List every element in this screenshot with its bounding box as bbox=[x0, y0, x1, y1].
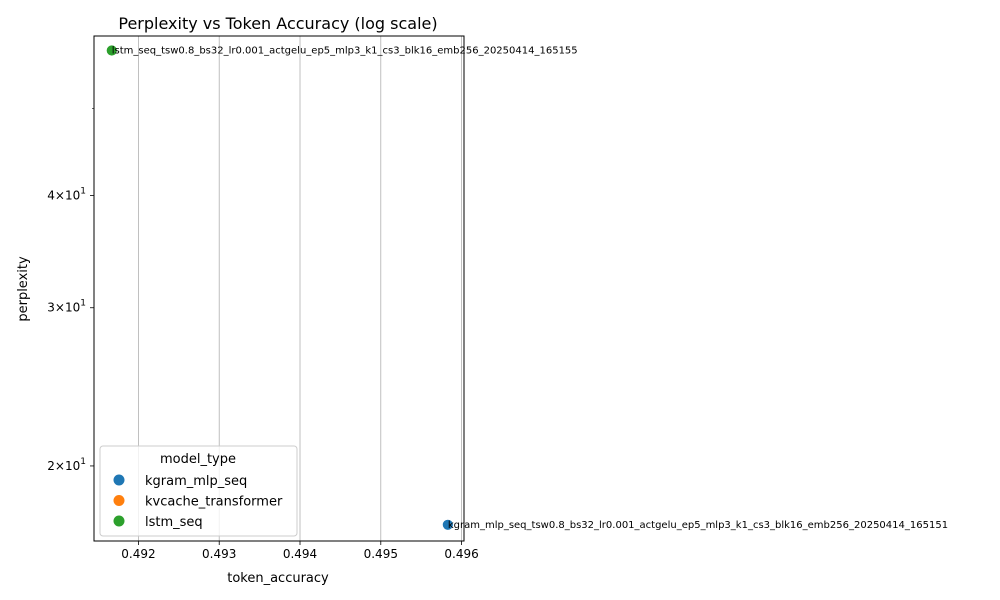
plot-frame bbox=[93, 35, 465, 542]
x-axis-ticks: 0.492 0.493 0.494 0.495 0.496 bbox=[121, 541, 479, 561]
x-tick-label: 0.492 bbox=[121, 547, 155, 561]
legend-entries: kgram_mlp_seq kvcache_transformer lstm_seq bbox=[113, 474, 283, 530]
legend-marker-kgram_mlp_seq bbox=[113, 474, 125, 486]
x-tick-label: 0.493 bbox=[202, 547, 236, 561]
legend-label: kvcache_transformer bbox=[145, 495, 283, 510]
legend-box bbox=[99, 445, 298, 537]
y-tick-label: 2×101 bbox=[47, 457, 86, 473]
data-points bbox=[105, 44, 454, 531]
legend-title: model_type bbox=[160, 452, 236, 467]
y-axis-label: perplexity bbox=[16, 256, 31, 322]
x-tick-label: 0.495 bbox=[364, 547, 398, 561]
data-point-lstm_seq bbox=[105, 44, 118, 57]
y-tick-label: 3×101 bbox=[47, 299, 86, 315]
y-tick-label: 4×101 bbox=[47, 186, 86, 202]
data-point-kgram_mlp_seq bbox=[441, 518, 454, 531]
legend-label: kgram_mlp_seq bbox=[145, 474, 247, 489]
point-annotations: kgram_mlp_seq_tsw0.8_bs32_lr0.001_actgel… bbox=[112, 46, 948, 531]
x-tick-label: 0.496 bbox=[444, 547, 478, 561]
x-axis-label: token_accuracy bbox=[227, 571, 329, 586]
legend-marker-lstm_seq bbox=[113, 515, 125, 527]
x-tick-label: 0.494 bbox=[283, 547, 317, 561]
legend-marker-kvcache_transformer bbox=[113, 495, 125, 506]
chart-title: Perplexity vs Token Accuracy (log scale) bbox=[118, 14, 437, 33]
point-label: kgram_mlp_seq_tsw0.8_bs32_lr0.001_actgel… bbox=[448, 520, 948, 531]
y-axis-ticks: 2×101 3×101 4×101 bbox=[47, 108, 94, 473]
point-label: lstm_seq_tsw0.8_bs32_lr0.001_actgelu_ep5… bbox=[112, 46, 578, 57]
legend-label: lstm_seq bbox=[145, 515, 203, 530]
legend: model_type kgram_mlp_seq kvcache_transfor… bbox=[99, 445, 298, 537]
